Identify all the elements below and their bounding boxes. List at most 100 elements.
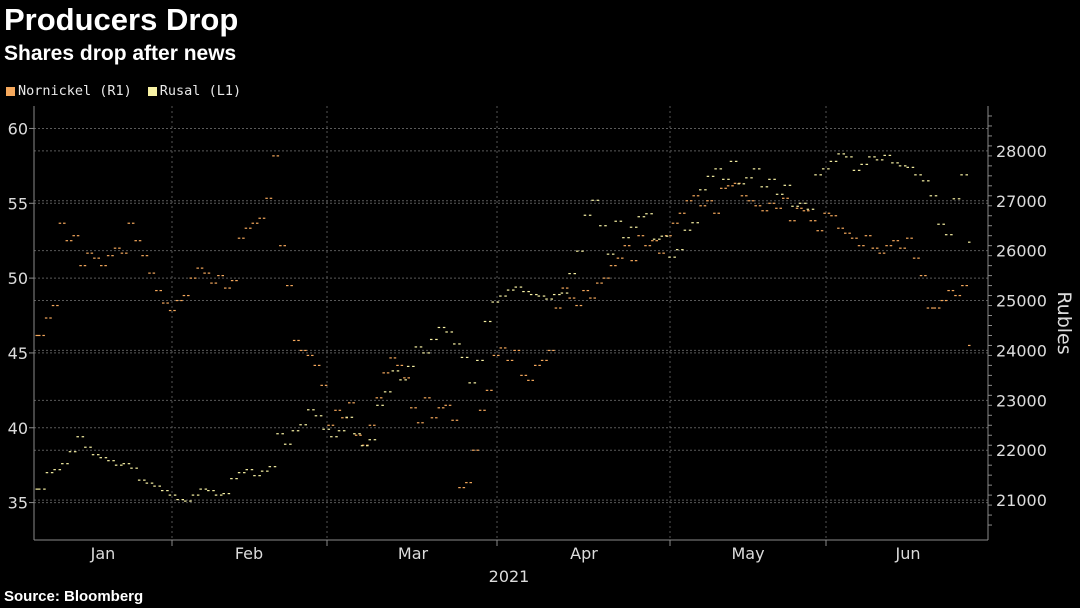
right-tick-label-22000: 22000: [996, 441, 1047, 460]
ohlc-bar-rusal-45: [381, 391, 387, 406]
ohlc-bar-nornickel-96: [696, 195, 702, 207]
ohlc-bar-rusal-96: [773, 178, 779, 195]
ohlc-bar-nornickel-80: [586, 289, 592, 299]
ohlc-bar-rusal-114: [911, 166, 917, 176]
ohlc-bar-nornickel-111: [800, 207, 806, 212]
ohlc-bar-rusal-13: [135, 467, 141, 481]
ohlc-bar-nornickel-16: [145, 255, 151, 274]
ohlc-bar-nornickel-119: [855, 237, 861, 247]
legend-label-nornickel: Nornickel (R1): [18, 83, 132, 99]
ohlc-bar-nornickel-29: [235, 237, 241, 282]
ohlc-bar-nornickel-28: [228, 279, 234, 289]
ohlc-bar-nornickel-105: [758, 205, 764, 212]
ohlc-bar-rusal-22: [204, 488, 210, 492]
ohlc-bar-nornickel-86: [627, 245, 633, 262]
ohlc-bar-nornickel-55: [414, 407, 420, 424]
ohlc-bar-nornickel-112: [807, 210, 813, 222]
ohlc-bar-rusal-90: [727, 160, 733, 180]
ohlc-bar-rusal-118: [942, 223, 948, 236]
ohlc-bar-nornickel-7: [83, 252, 89, 267]
ohlc-bar-nornickel-77: [565, 287, 571, 299]
ohlc-bar-rusal-0: [35, 488, 41, 490]
ohlc-bar-nornickel-26: [214, 275, 220, 284]
ohlc-bar-rusal-21: [196, 488, 202, 496]
ohlc-bar-rusal-82: [665, 235, 671, 258]
ohlc-bar-nornickel-56: [421, 397, 427, 424]
ohlc-bar-rusal-59: [488, 301, 494, 323]
x-tick-label-mar: Mar: [398, 544, 429, 563]
ohlc-bar-nornickel-107: [772, 202, 778, 209]
ohlc-bar-rusal-89: [719, 168, 725, 180]
ohlc-bar-nornickel-132: [944, 289, 950, 302]
ohlc-bar-rusal-95: [765, 178, 771, 188]
ohlc-bar-nornickel-43: [331, 409, 337, 426]
ohlc-bar-nornickel-47: [359, 434, 365, 446]
legend-item-rusal: Rusal (L1): [147, 83, 241, 99]
ohlc-bar-rusal-119: [950, 198, 956, 236]
ohlc-bar-rusal-16: [158, 485, 164, 492]
ohlc-bar-rusal-23: [212, 490, 218, 496]
ohlc-bar-nornickel-124: [889, 240, 895, 247]
right-tick-label-26000: 26000: [996, 242, 1047, 261]
ohlc-bar-nornickel-62: [462, 482, 468, 489]
ohlc-bar-rusal-107: [857, 163, 863, 171]
ohlc-bar-nornickel-2: [49, 304, 55, 319]
x-tick-label-may: May: [731, 544, 764, 563]
ohlc-bar-rusal-66: [542, 295, 548, 300]
ohlc-bar-nornickel-42: [324, 384, 330, 426]
ohlc-bar-nornickel-38: [297, 339, 303, 352]
ohlc-bar-nornickel-120: [862, 235, 868, 247]
ohlc-bar-nornickel-78: [572, 297, 578, 307]
ohlc-bar-nornickel-72: [531, 364, 537, 381]
ohlc-bar-nornickel-117: [841, 227, 847, 234]
ohlc-bar-rusal-60: [496, 295, 502, 303]
ohlc-bar-rusal-48: [404, 365, 410, 381]
ohlc-bar-nornickel-91: [662, 235, 668, 254]
ohlc-bar-rusal-88: [711, 168, 717, 177]
ohlc-bar-rusal-42: [358, 433, 364, 447]
right-tick-label-27000: 27000: [996, 192, 1047, 211]
ohlc-bar-rusal-14: [143, 479, 149, 484]
ohlc-bar-rusal-11: [120, 463, 126, 466]
ohlc-bar-nornickel-125: [896, 240, 902, 249]
ohlc-bar-nornickel-9: [97, 257, 103, 267]
ohlc-bar-rusal-63: [519, 286, 525, 293]
left-tick-label-60: 60: [8, 119, 28, 138]
left-tick-label-35: 35: [8, 494, 28, 513]
ohlc-bar-rusal-33: [289, 430, 295, 445]
ohlc-bar-rusal-3: [58, 463, 64, 471]
ohlc-bar-rusal-31: [273, 433, 279, 468]
ohlc-bar-nornickel-129: [924, 275, 930, 309]
ohlc-bar-nornickel-44: [338, 409, 344, 419]
ohlc-bar-nornickel-15: [138, 240, 144, 257]
ohlc-bar-rusal-15: [150, 482, 156, 487]
ohlc-bar-rusal-19: [181, 498, 187, 502]
ohlc-bar-rusal-77: [627, 226, 633, 239]
ohlc-bar-nornickel-49: [373, 397, 379, 426]
ohlc-bar-nornickel-25: [207, 272, 213, 284]
ohlc-bar-rusal-78: [635, 216, 641, 228]
source-note: Source: Bloomberg: [4, 588, 144, 605]
ohlc-bar-nornickel-106: [765, 202, 771, 212]
ohlc-bar-rusal-97: [781, 184, 787, 195]
ohlc-bar-nornickel-54: [407, 377, 413, 409]
ohlc-bar-nornickel-108: [779, 197, 785, 209]
ohlc-bar-rusal-29: [258, 470, 264, 477]
ohlc-bar-rusal-72: [588, 199, 594, 216]
ohlc-bar-nornickel-102: [738, 182, 744, 197]
ohlc-bar-nornickel-37: [290, 284, 296, 342]
ohlc-bar-rusal-83: [673, 249, 679, 258]
ohlc-bar-rusal-6: [81, 436, 87, 448]
ohlc-bar-rusal-1: [43, 472, 49, 490]
ohlc-bar-rusal-40: [342, 416, 348, 432]
ohlc-bar-rusal-52: [435, 326, 441, 341]
ohlc-bar-nornickel-126: [903, 237, 909, 249]
ohlc-bar-rusal-64: [527, 290, 533, 296]
ohlc-bar-rusal-25: [227, 478, 233, 495]
ohlc-bar-nornickel-31: [249, 222, 255, 229]
ohlc-bar-rusal-98: [788, 184, 794, 207]
ohlc-bar-nornickel-64: [476, 409, 482, 451]
ohlc-bar-rusal-39: [335, 430, 341, 438]
ohlc-bar-rusal-47: [396, 370, 402, 381]
